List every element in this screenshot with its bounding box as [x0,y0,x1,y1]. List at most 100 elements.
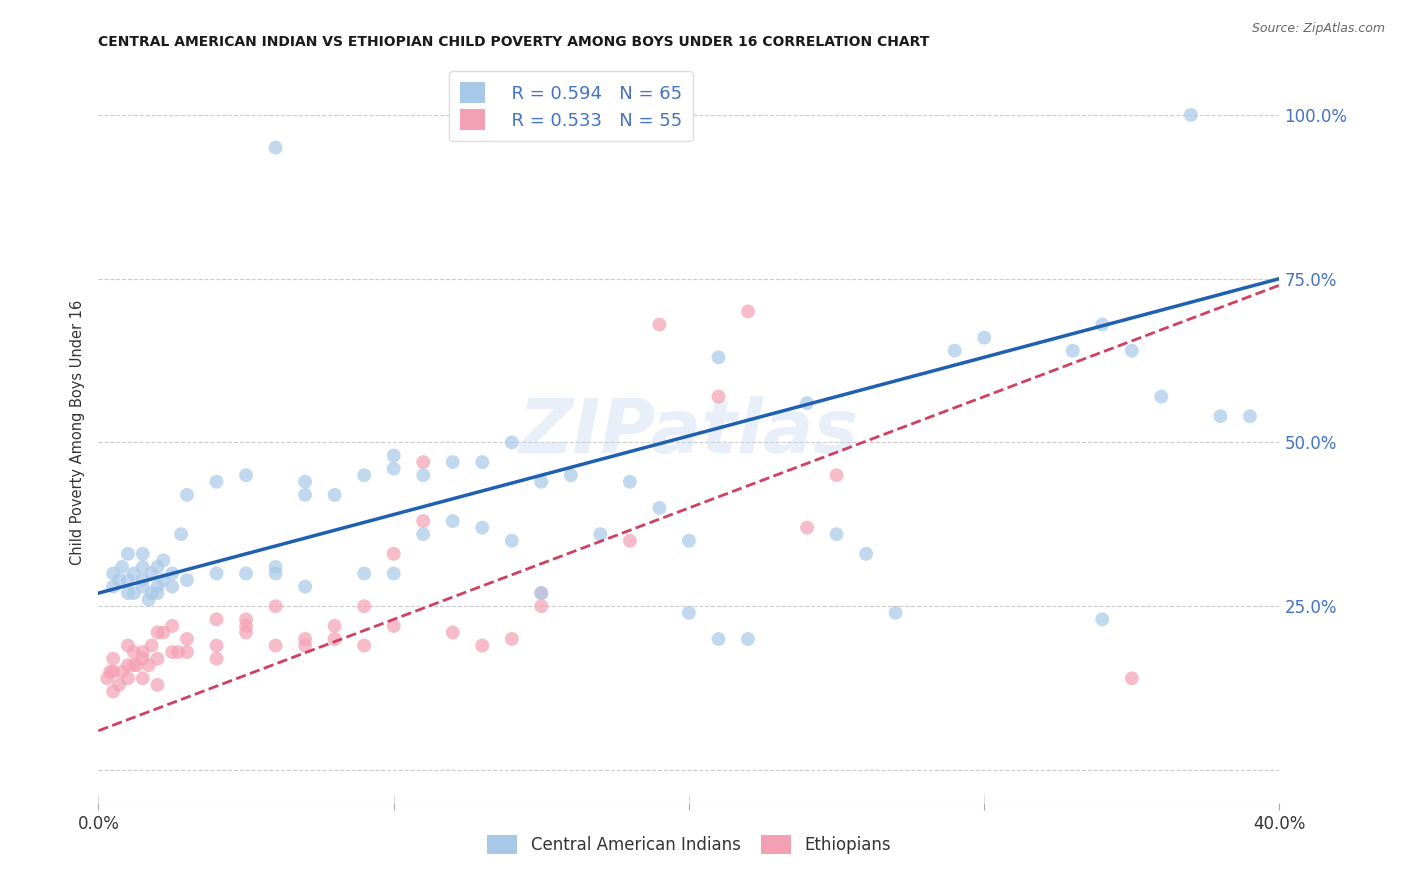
Point [146,625,169,640]
Point [98,665,121,679]
Point [471,455,494,469]
Point [855,547,877,561]
Point [560,468,582,483]
Point [132,651,155,665]
Point [501,632,523,646]
Point [132,671,155,685]
Point [152,553,174,567]
Y-axis label: Child Poverty Among Boys Under 16: Child Poverty Among Boys Under 16 [69,300,84,566]
Point [167,645,190,659]
Point [1062,343,1084,358]
Point [412,514,434,528]
Point [973,330,995,344]
Point [146,678,169,692]
Point [825,468,848,483]
Point [152,573,174,587]
Point [146,651,169,665]
Point [122,645,145,659]
Point [382,449,405,463]
Point [176,645,198,659]
Point [619,475,641,489]
Point [1209,409,1232,424]
Point [707,632,730,646]
Point [205,612,228,626]
Point [264,639,287,653]
Point [108,678,131,692]
Point [146,580,169,594]
Point [152,625,174,640]
Point [1121,343,1143,358]
Point [294,475,316,489]
Point [530,599,553,614]
Point [141,586,163,600]
Point [471,639,494,653]
Point [117,573,139,587]
Point [117,639,139,653]
Point [122,586,145,600]
Point [825,527,848,541]
Point [353,566,375,581]
Point [441,514,464,528]
Point [530,475,553,489]
Point [235,612,257,626]
Point [103,665,125,679]
Point [103,684,125,698]
Point [648,500,671,515]
Point [162,580,183,594]
Point [117,547,139,561]
Point [138,658,160,673]
Point [117,671,139,685]
Point [501,435,523,450]
Point [176,632,198,646]
Point [205,566,228,581]
Point [382,547,405,561]
Point [1239,409,1261,424]
Point [1091,612,1114,626]
Point [132,645,155,659]
Point [235,619,257,633]
Point [122,658,145,673]
Point [132,573,155,587]
Point [103,566,125,581]
Point [619,533,641,548]
Point [323,488,346,502]
Point [146,586,169,600]
Point [323,632,346,646]
Point [382,566,405,581]
Point [1091,318,1114,332]
Point [796,521,818,535]
Point [471,521,494,535]
Point [412,455,434,469]
Point [412,468,434,483]
Point [501,533,523,548]
Point [117,586,139,600]
Point [132,547,155,561]
Point [176,573,198,587]
Point [162,619,183,633]
Point [530,586,553,600]
Point [264,599,287,614]
Point [235,625,257,640]
Text: CENTRAL AMERICAN INDIAN VS ETHIOPIAN CHILD POVERTY AMONG BOYS UNDER 16 CORRELATI: CENTRAL AMERICAN INDIAN VS ETHIOPIAN CHI… [98,35,929,49]
Point [294,580,316,594]
Point [678,606,700,620]
Point [111,560,134,574]
Point [264,140,287,154]
Point [530,586,553,600]
Point [117,658,139,673]
Point [235,468,257,483]
Point [353,599,375,614]
Point [589,527,612,541]
Point [141,639,163,653]
Point [132,560,155,574]
Point [382,619,405,633]
Point [441,455,464,469]
Point [122,566,145,581]
Point [111,665,134,679]
Point [141,566,163,581]
Point [103,651,125,665]
Text: Source: ZipAtlas.com: Source: ZipAtlas.com [1251,22,1385,36]
Point [264,566,287,581]
Point [108,573,131,587]
Point [412,527,434,541]
